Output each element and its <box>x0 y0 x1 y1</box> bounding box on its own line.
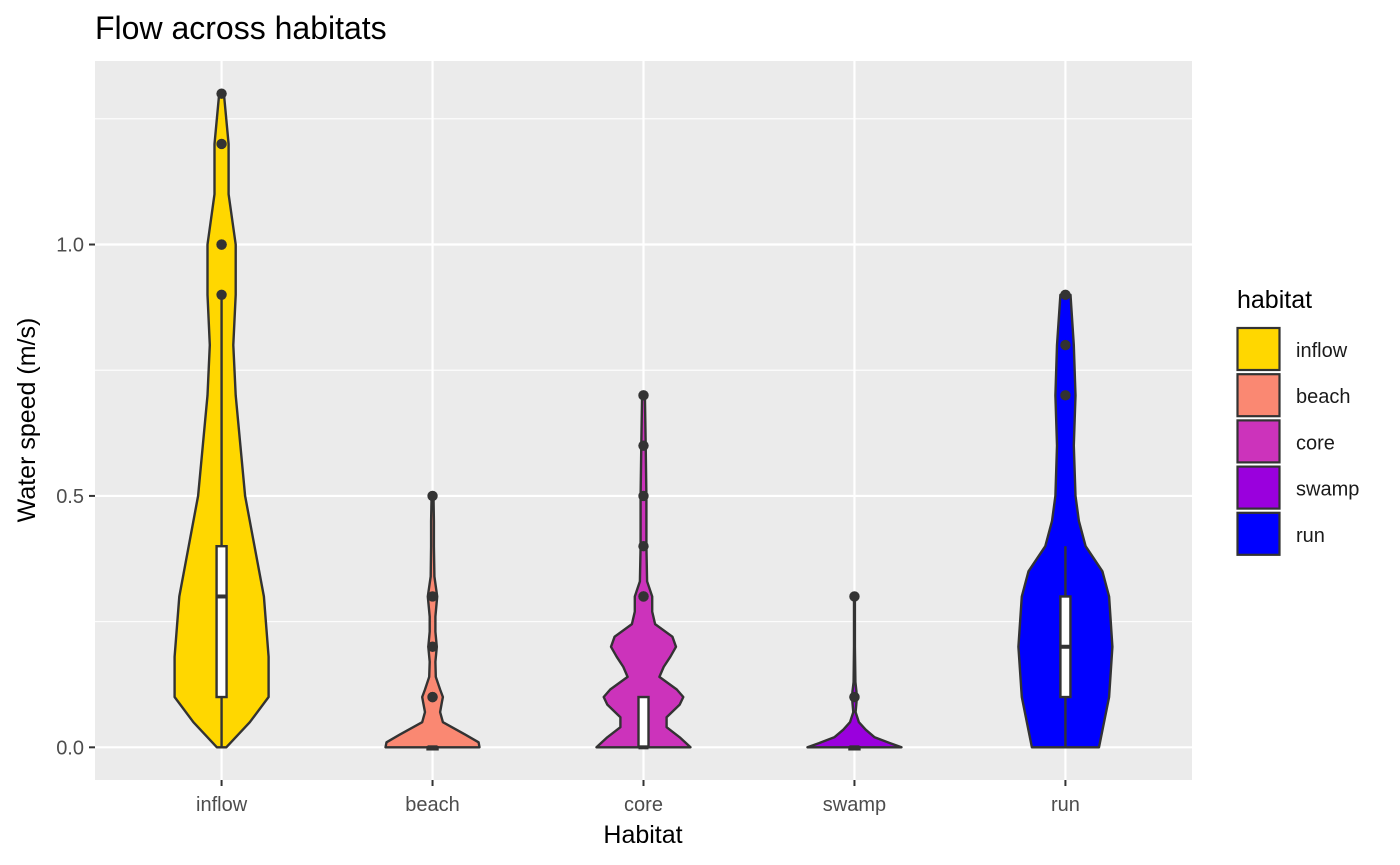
legend-key-core <box>1236 419 1281 464</box>
y-axis-title: Water speed (m/s) <box>13 318 41 523</box>
legend-items: inflow beach core swamp run <box>1236 326 1359 556</box>
violins <box>173 88 1114 751</box>
outlier-point <box>216 138 227 150</box>
legend-label-beach: beach <box>1296 386 1351 408</box>
legend-key-beach <box>1236 373 1281 418</box>
violin-group-inflow <box>173 88 270 749</box>
legend: habitat inflow beach core swamp run <box>1236 286 1359 556</box>
outlier-point <box>427 490 438 502</box>
legend-key-inflow <box>1236 326 1281 372</box>
outlier-point <box>1060 390 1071 401</box>
x-tick-label: core <box>624 794 663 816</box>
x-axis-title: Habitat <box>603 821 682 849</box>
outlier-point <box>216 88 227 99</box>
legend-label-core: core <box>1296 432 1335 454</box>
outlier-point <box>427 591 438 602</box>
legend-label-swamp: swamp <box>1296 479 1359 501</box>
x-axis: inflow beach core swamp run <box>196 780 1080 816</box>
outlier-point <box>216 289 227 301</box>
chart-title: Flow across habitats <box>95 10 387 46</box>
outlier-point <box>1060 289 1071 301</box>
violin-group-swamp <box>806 591 903 751</box>
outlier-point <box>638 390 649 401</box>
legend-key-run <box>1236 511 1281 556</box>
legend-key-swamp <box>1236 465 1281 510</box>
outlier-point <box>216 239 227 250</box>
box-inflow <box>215 544 228 699</box>
outlier-point <box>427 691 438 703</box>
violin-group-core <box>595 390 692 750</box>
y-axis: 0.0 0.5 1.0 <box>56 235 95 759</box>
outlier-point <box>638 440 649 451</box>
outlier-point <box>1060 339 1071 351</box>
violin-group-beach <box>384 490 481 751</box>
outlier-point <box>638 490 649 502</box>
legend-label-run: run <box>1296 525 1325 547</box>
x-tick-label: run <box>1051 794 1080 816</box>
outlier-point <box>427 641 438 652</box>
outlier-point <box>849 691 860 703</box>
y-tick-label: 1.0 <box>56 235 84 257</box>
outlier-point <box>638 591 649 602</box>
x-tick-label: swamp <box>823 794 886 816</box>
x-tick-label: beach <box>405 794 460 816</box>
violin-group-run <box>1017 289 1114 749</box>
legend-title: habitat <box>1237 286 1312 314</box>
legend-label-inflow: inflow <box>1296 340 1348 362</box>
outlier-point <box>849 591 860 602</box>
y-tick-label: 0.5 <box>56 486 84 508</box>
outlier-point <box>638 540 649 552</box>
box-core <box>637 695 650 749</box>
y-tick-label: 0.0 <box>56 737 84 759</box>
x-tick-label: inflow <box>196 794 248 816</box>
